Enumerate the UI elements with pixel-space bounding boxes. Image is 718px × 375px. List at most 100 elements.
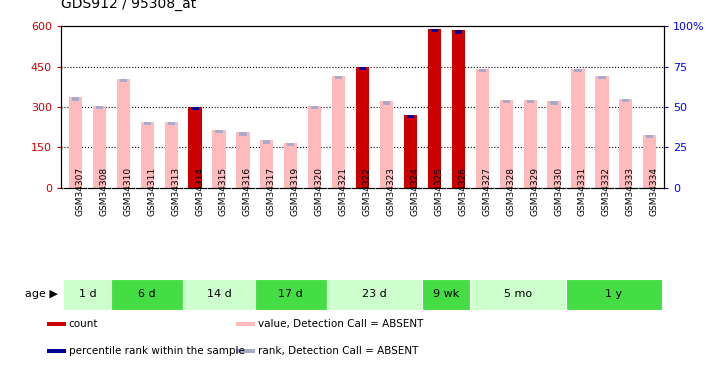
Bar bbox=[526, 100, 533, 104]
Bar bbox=[475, 69, 489, 188]
Bar bbox=[141, 122, 154, 188]
Bar bbox=[566, 279, 662, 310]
Bar bbox=[503, 100, 510, 104]
Text: GSM34322: GSM34322 bbox=[363, 167, 372, 216]
Text: GSM34327: GSM34327 bbox=[482, 167, 491, 216]
Text: 23 d: 23 d bbox=[362, 290, 387, 299]
Bar bbox=[452, 30, 465, 188]
Bar bbox=[431, 29, 438, 32]
Text: GSM34326: GSM34326 bbox=[458, 167, 467, 216]
Bar bbox=[548, 102, 561, 188]
Bar bbox=[523, 100, 537, 188]
Bar bbox=[95, 105, 103, 109]
Bar bbox=[183, 279, 255, 310]
Bar bbox=[47, 322, 65, 326]
Bar bbox=[116, 79, 130, 188]
Text: GSM34319: GSM34319 bbox=[291, 167, 300, 216]
Text: 9 wk: 9 wk bbox=[433, 290, 460, 299]
Bar bbox=[287, 143, 294, 146]
Bar bbox=[188, 107, 202, 188]
Text: GSM34310: GSM34310 bbox=[123, 167, 132, 216]
Text: GSM34316: GSM34316 bbox=[243, 167, 252, 216]
Text: GSM34317: GSM34317 bbox=[267, 167, 276, 216]
Bar bbox=[69, 98, 82, 188]
Bar bbox=[63, 279, 111, 310]
Bar bbox=[500, 100, 513, 188]
Bar bbox=[332, 76, 345, 188]
Bar bbox=[335, 76, 342, 79]
Text: GSM34307: GSM34307 bbox=[75, 167, 85, 216]
Text: GSM34324: GSM34324 bbox=[411, 167, 419, 216]
Bar bbox=[551, 102, 558, 105]
Text: 1 d: 1 d bbox=[78, 290, 96, 299]
Bar bbox=[264, 141, 271, 144]
Bar bbox=[383, 102, 390, 105]
Text: value, Detection Call = ABSENT: value, Detection Call = ABSENT bbox=[258, 319, 424, 329]
Bar bbox=[572, 69, 584, 188]
Bar bbox=[93, 105, 106, 188]
Bar bbox=[260, 141, 274, 188]
Text: GDS912 / 95308_at: GDS912 / 95308_at bbox=[61, 0, 196, 11]
Bar bbox=[311, 105, 318, 109]
Bar bbox=[643, 135, 656, 188]
Text: GSM34314: GSM34314 bbox=[195, 167, 204, 216]
Text: 6 d: 6 d bbox=[139, 290, 156, 299]
Text: GSM34321: GSM34321 bbox=[339, 167, 348, 216]
Bar bbox=[619, 99, 633, 188]
Bar bbox=[380, 102, 393, 188]
Text: GSM34320: GSM34320 bbox=[314, 167, 324, 216]
Bar bbox=[167, 122, 174, 125]
Text: GSM34332: GSM34332 bbox=[602, 167, 611, 216]
Bar bbox=[239, 132, 246, 136]
Bar bbox=[255, 279, 327, 310]
Bar bbox=[164, 122, 178, 188]
Bar bbox=[595, 76, 609, 188]
Bar bbox=[47, 349, 65, 353]
Bar bbox=[623, 99, 630, 102]
Text: age ▶: age ▶ bbox=[24, 290, 57, 299]
Bar bbox=[144, 122, 151, 125]
Bar bbox=[422, 279, 470, 310]
Text: GSM34313: GSM34313 bbox=[171, 167, 180, 216]
Bar bbox=[72, 98, 79, 101]
Bar bbox=[120, 79, 127, 82]
Text: GSM34334: GSM34334 bbox=[650, 167, 659, 216]
Bar bbox=[407, 115, 414, 118]
Bar bbox=[598, 76, 605, 79]
Text: 17 d: 17 d bbox=[279, 290, 303, 299]
Text: rank, Detection Call = ABSENT: rank, Detection Call = ABSENT bbox=[258, 346, 419, 356]
Bar bbox=[284, 143, 297, 188]
Bar bbox=[192, 107, 199, 110]
Text: GSM34308: GSM34308 bbox=[99, 167, 108, 216]
Text: 14 d: 14 d bbox=[207, 290, 231, 299]
Text: GSM34330: GSM34330 bbox=[554, 167, 563, 216]
Bar bbox=[213, 130, 225, 188]
Bar bbox=[215, 130, 223, 133]
Bar bbox=[236, 132, 250, 188]
Bar bbox=[308, 105, 322, 188]
Text: GSM34323: GSM34323 bbox=[386, 167, 396, 216]
Text: GSM34329: GSM34329 bbox=[530, 167, 539, 216]
Bar bbox=[479, 69, 486, 72]
Text: 5 mo: 5 mo bbox=[504, 290, 532, 299]
Bar bbox=[404, 115, 417, 188]
Text: GSM34325: GSM34325 bbox=[434, 167, 444, 216]
Text: 1 y: 1 y bbox=[605, 290, 623, 299]
Text: count: count bbox=[69, 319, 98, 329]
Text: GSM34311: GSM34311 bbox=[147, 167, 157, 216]
Bar bbox=[356, 67, 369, 188]
Bar bbox=[236, 349, 255, 353]
Bar bbox=[574, 69, 582, 72]
Bar bbox=[359, 66, 366, 70]
Text: GSM34315: GSM34315 bbox=[219, 167, 228, 216]
Bar bbox=[111, 279, 183, 310]
Bar bbox=[470, 279, 566, 310]
Bar bbox=[327, 279, 422, 310]
Text: GSM34331: GSM34331 bbox=[578, 167, 587, 216]
Bar bbox=[454, 30, 462, 33]
Text: percentile rank within the sample: percentile rank within the sample bbox=[69, 346, 245, 356]
Text: GSM34328: GSM34328 bbox=[506, 167, 516, 216]
Bar bbox=[428, 29, 441, 188]
Bar bbox=[236, 322, 255, 326]
Text: GSM34333: GSM34333 bbox=[626, 167, 635, 216]
